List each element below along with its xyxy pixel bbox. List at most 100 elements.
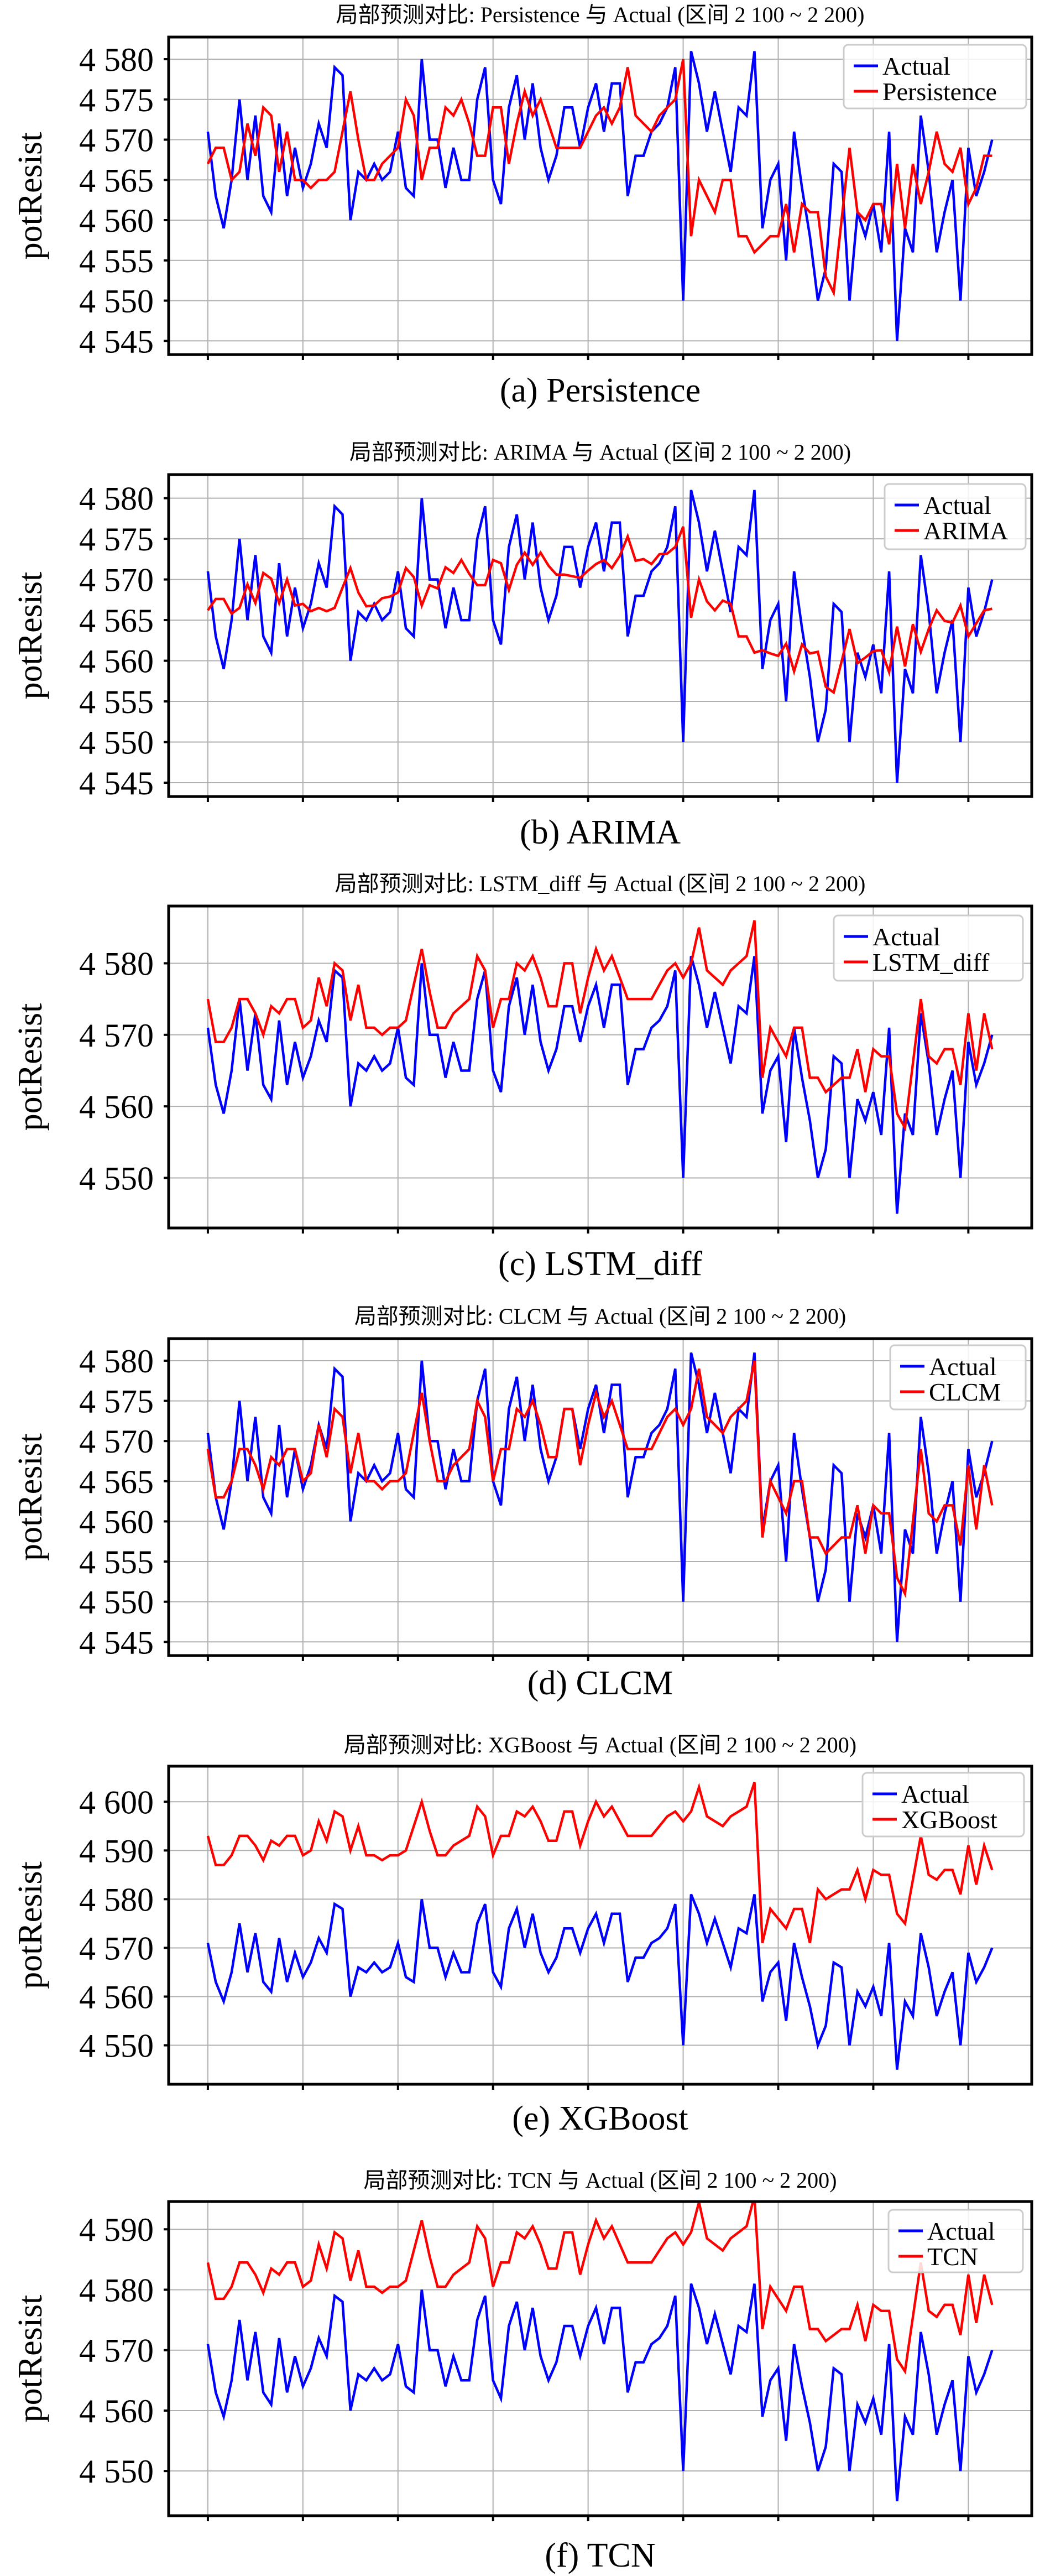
y-tick-label: 4 590 — [79, 1833, 154, 1869]
legend-label: XGBoost — [901, 1805, 997, 1834]
series-line-actual — [206, 50, 994, 341]
subfigure-caption: (f) TCN — [545, 2537, 655, 2574]
y-tick-label: 4 570 — [79, 562, 154, 599]
y-axis-label: potResist — [12, 132, 49, 260]
series-line-tcn — [206, 2202, 994, 2375]
y-tick-label: 4 550 — [79, 1160, 154, 1196]
subfigure-caption: (a) Persistence — [500, 372, 701, 409]
legend-box — [861, 1772, 1025, 1838]
y-tick-label: 4 545 — [79, 1624, 154, 1661]
y-tick-label: 4 560 — [79, 643, 154, 680]
chart-panel-2: 局部预测对比: LSTM_diff 与 Actual (区间 2 100 ~ 2… — [12, 871, 1033, 1283]
y-axis-label: potResist — [12, 1433, 49, 1561]
y-tick-label: 4 570 — [79, 1930, 154, 1966]
y-tick-label: 4 555 — [79, 1544, 154, 1580]
y-tick-label: 4 555 — [79, 684, 154, 720]
plot-frame — [167, 1337, 1033, 1657]
y-axis-label: potResist — [12, 2295, 49, 2423]
chart-title: 局部预测对比: Persistence 与 Actual (区间 2 100 ~… — [336, 2, 865, 27]
legend-label: CLCM — [929, 1378, 1001, 1406]
y-tick-label: 4 560 — [79, 2393, 154, 2429]
y-tick-label: 4 580 — [79, 945, 154, 982]
chart-panel-4: 局部预测对比: XGBoost 与 Actual (区间 2 100 ~ 2 2… — [12, 1732, 1033, 2137]
series-line-actual — [206, 1352, 994, 1642]
legend-box — [833, 914, 1024, 982]
y-tick-label: 4 575 — [79, 82, 154, 118]
y-axis-label: potResist — [12, 1003, 49, 1131]
y-tick-label: 4 580 — [79, 481, 154, 517]
series-line-clcm — [206, 1360, 994, 1599]
y-tick-label: 4 545 — [79, 323, 154, 360]
y-tick-label: 4 565 — [79, 602, 154, 639]
y-tick-label: 4 575 — [79, 1383, 154, 1420]
y-tick-label: 4 565 — [79, 1464, 154, 1500]
subfigure-caption: (b) ARIMA — [520, 814, 681, 851]
series-line-actual — [206, 490, 994, 783]
legend-label: Actual — [929, 1352, 997, 1381]
chart-panel-5: 局部预测对比: TCN 与 Actual (区间 2 100 ~ 2 200) 4… — [12, 2168, 1033, 2574]
y-tick-label: 4 550 — [79, 2028, 154, 2064]
legend-box — [884, 483, 1027, 550]
y-tick-label: 4 590 — [79, 2211, 154, 2248]
series-line-actual — [206, 2283, 994, 2502]
legend-label: Actual — [923, 491, 991, 519]
y-tick-label: 4 570 — [79, 2333, 154, 2369]
y-tick-label: 4 570 — [79, 1423, 154, 1460]
chart-title: 局部预测对比: CLCM 与 Actual (区间 2 100 ~ 2 200) — [354, 1304, 846, 1329]
plot-frame — [167, 1765, 1033, 2086]
y-tick-label: 4 575 — [79, 521, 154, 558]
subfigure-caption: (e) XGBoost — [512, 2100, 688, 2137]
y-tick-label: 4 580 — [79, 2272, 154, 2308]
legend-label: TCN — [927, 2242, 978, 2271]
chart-title: 局部预测对比: XGBoost 与 Actual (区间 2 100 ~ 2 2… — [344, 1732, 856, 1757]
subfigure-caption: (c) LSTM_diff — [498, 1245, 702, 1283]
legend-label: Actual — [872, 923, 940, 951]
series-line-actual — [206, 1893, 994, 2070]
y-tick-label: 4 550 — [79, 283, 154, 320]
series-line-actual — [206, 955, 994, 1214]
series-line-arima — [207, 526, 992, 695]
y-tick-label: 4 560 — [79, 1089, 154, 1125]
y-tick-label: 4 560 — [79, 1979, 154, 2016]
y-tick-label: 4 600 — [79, 1784, 154, 1820]
y-tick-label: 4 555 — [79, 243, 154, 279]
series-line-lstm-diff — [206, 920, 994, 1132]
series-line-xgboost — [206, 1782, 994, 1944]
y-axis-label: potResist — [12, 572, 49, 700]
legend-box — [889, 1344, 1027, 1411]
chart-panel-0: 局部预测对比: Persistence 与 Actual (区间 2 100 ~… — [12, 2, 1033, 409]
y-tick-label: 4 560 — [79, 202, 154, 239]
chart-title: 局部预测对比: LSTM_diff 与 Actual (区间 2 100 ~ 2… — [335, 871, 866, 896]
y-tick-label: 4 550 — [79, 1584, 154, 1621]
plot-frame — [167, 473, 1033, 798]
y-tick-label: 4 565 — [79, 162, 154, 199]
y-tick-label: 4 570 — [79, 1017, 154, 1054]
y-tick-label: 4 580 — [79, 1343, 154, 1380]
subfigure-caption: (d) CLCM — [527, 1664, 673, 1702]
plot-frame — [167, 904, 1033, 1230]
legend-box — [843, 44, 1027, 110]
y-tick-label: 4 545 — [79, 765, 154, 802]
y-tick-label: 4 580 — [79, 1881, 154, 1918]
chart-panel-3: 局部预测对比: CLCM 与 Actual (区间 2 100 ~ 2 200)… — [12, 1304, 1033, 1702]
y-tick-label: 4 550 — [79, 725, 154, 761]
y-tick-label: 4 550 — [79, 2453, 154, 2490]
legend-label: ARIMA — [923, 517, 1008, 545]
y-tick-label: 4 580 — [79, 41, 154, 78]
chart-title: 局部预测对比: TCN 与 Actual (区间 2 100 ~ 2 200) — [363, 2168, 837, 2193]
legend-label: Actual — [882, 52, 950, 80]
legend-label: LSTM_diff — [872, 948, 990, 976]
chart-title: 局部预测对比: ARIMA 与 Actual (区间 2 100 ~ 2 200… — [349, 440, 851, 465]
legend-label: Persistence — [882, 77, 997, 106]
legend-label: Actual — [901, 1780, 969, 1808]
legend-label: Actual — [927, 2217, 995, 2245]
series-line-persistence — [206, 59, 992, 297]
chart-panel-1: 局部预测对比: ARIMA 与 Actual (区间 2 100 ~ 2 200… — [12, 440, 1033, 851]
